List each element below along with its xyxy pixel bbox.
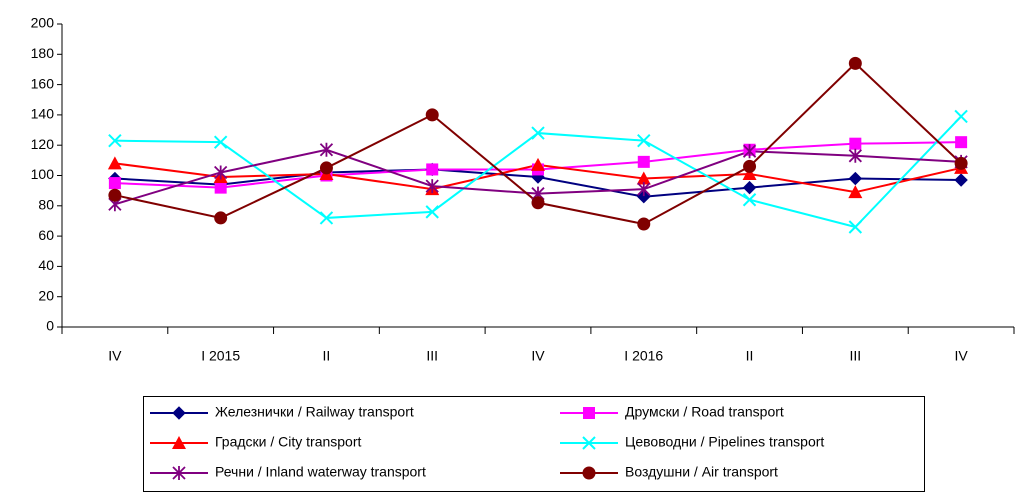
y-tick-label: 120 xyxy=(31,136,55,152)
y-tick-label: 40 xyxy=(38,257,54,273)
x-tick-label: I 2016 xyxy=(624,348,663,364)
data-point xyxy=(214,211,228,225)
data-point xyxy=(108,177,121,190)
data-point xyxy=(214,165,228,180)
data-point xyxy=(637,217,651,231)
data-point xyxy=(743,159,757,173)
y-tick-label: 160 xyxy=(31,75,55,91)
data-point xyxy=(848,148,862,163)
y-tick-label: 20 xyxy=(38,287,54,303)
data-point xyxy=(213,135,228,149)
legend-marker xyxy=(172,466,186,480)
data-point xyxy=(637,133,651,148)
x-tick-label: I 2015 xyxy=(201,348,240,364)
legend-label: Градски / City transport xyxy=(215,434,362,450)
legend-label: Цевоводни / Pipelines transport xyxy=(625,434,824,450)
x-tick-label: IV xyxy=(108,348,122,364)
data-point xyxy=(848,185,863,199)
data-point xyxy=(848,171,863,186)
data-point xyxy=(742,166,757,180)
data-point xyxy=(742,144,757,159)
x-tick-label: II xyxy=(746,348,754,364)
data-point xyxy=(425,205,439,219)
data-point xyxy=(848,220,863,234)
data-point xyxy=(108,188,122,202)
data-point xyxy=(107,156,122,170)
y-tick-label: 80 xyxy=(38,197,54,213)
legend-marker xyxy=(172,436,186,449)
data-point xyxy=(531,157,545,171)
data-point xyxy=(108,133,122,148)
data-point xyxy=(426,163,439,176)
data-point xyxy=(214,181,227,194)
data-point xyxy=(319,211,334,225)
data-point xyxy=(848,56,862,70)
data-point xyxy=(742,180,757,195)
data-point xyxy=(636,171,651,185)
legend-label: Друмски / Road transport xyxy=(625,404,784,420)
y-tick-label: 60 xyxy=(38,227,54,243)
data-point xyxy=(954,156,968,170)
x-tick-label: IV xyxy=(954,348,968,364)
legend-marker xyxy=(582,466,596,480)
y-tick-label: 180 xyxy=(31,45,55,61)
data-point xyxy=(425,179,439,194)
y-tick-label: 140 xyxy=(31,106,55,122)
data-point xyxy=(531,196,545,210)
legend-marker xyxy=(172,406,186,420)
x-tick-label: IV xyxy=(531,348,545,364)
data-point xyxy=(955,136,968,149)
legend-label: Речни / Inland waterway transport xyxy=(215,464,426,480)
data-point xyxy=(742,193,757,207)
x-tick-label: II xyxy=(323,348,331,364)
legend-marker xyxy=(583,407,595,419)
x-tick-label: III xyxy=(849,348,861,364)
x-tick-label: III xyxy=(426,348,438,364)
legend-marker xyxy=(582,436,596,450)
legend-label: Воздушни / Air transport xyxy=(625,464,778,480)
data-point xyxy=(637,190,651,204)
y-tick-label: 0 xyxy=(46,318,54,334)
data-point xyxy=(531,126,545,140)
data-point xyxy=(954,109,968,124)
data-point xyxy=(954,173,968,187)
y-tick-label: 200 xyxy=(31,15,55,31)
data-point xyxy=(637,155,650,168)
data-point xyxy=(849,137,862,150)
y-tick-label: 100 xyxy=(31,166,55,182)
data-point xyxy=(319,142,334,157)
data-point xyxy=(637,182,651,197)
legend-box xyxy=(143,396,925,492)
legend-label: Железнички / Railway transport xyxy=(215,404,414,420)
data-point xyxy=(425,108,439,122)
data-point xyxy=(319,161,333,175)
